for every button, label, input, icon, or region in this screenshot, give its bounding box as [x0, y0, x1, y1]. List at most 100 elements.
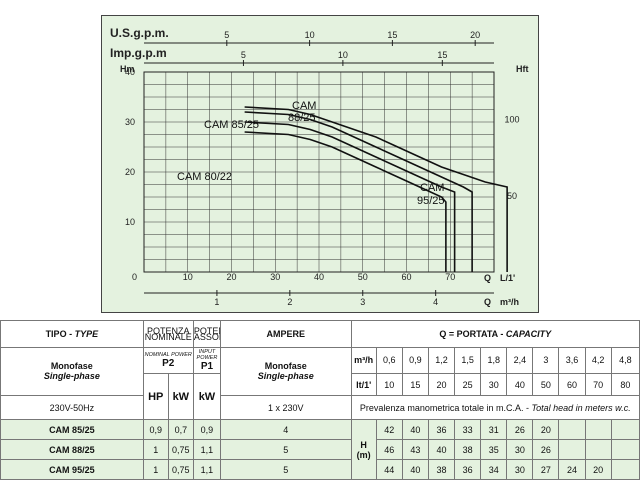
impgpm-tick-label: 5 [241, 50, 246, 60]
table-row: CAM 88/25 1 0,75 1,1 5 46 43 40 38 35 30 26 [0, 439, 640, 461]
kw2-header: kW [192, 372, 222, 421]
impgpm-ticks: 5 10 15 [241, 50, 447, 66]
x-bottom-ticks: 10 20 30 40 50 60 70 [183, 272, 456, 282]
usgpm-ticks: 5 10 15 20 [224, 30, 480, 46]
m3h-tick-label: 4 [433, 297, 438, 307]
label-cam-95-25-line1: CAM [420, 182, 444, 194]
h-cell: 40 [401, 419, 429, 441]
prevalenza-cell: Prevalenza manometrica totale in m.C.A. … [350, 395, 640, 421]
y-right-tick-label: 100 [504, 115, 519, 125]
y-left-tick-label: 20 [125, 167, 135, 177]
amp-cell: 5 [220, 439, 352, 461]
x-bottom-tick-label: 60 [401, 272, 411, 282]
h-cell: 31 [480, 419, 508, 441]
x-bottom2-q: Q [484, 297, 491, 307]
h-cell: 43 [401, 439, 429, 461]
x-bottom-tick-label: 50 [358, 272, 368, 282]
h-cell: 26 [532, 439, 560, 461]
m3h-9: 4,8 [610, 346, 640, 374]
model-cell: CAM 95/25 [0, 459, 144, 480]
h-cell: 33 [454, 419, 482, 441]
nominal-power-cell: NOMINAL POWER P2 [142, 346, 194, 374]
chart-svg: U.S.g.p.m. 5 10 15 20 Imp.g.p.m 5 10 15 Hm Hf… [110, 26, 529, 307]
label-cam-85-25: CAM 85/25 [204, 119, 259, 131]
h-cell [584, 439, 612, 461]
h-cell: 27 [532, 459, 560, 480]
m3h-3: 1,5 [454, 346, 482, 374]
x-bottom-tick-label: 10 [183, 272, 193, 282]
m3h-0: 0,6 [375, 346, 403, 374]
h-cell: 40 [401, 459, 429, 480]
type-monofase-cell: Monofase Single-phase [0, 346, 144, 397]
model-cell: CAM 88/25 [0, 439, 144, 461]
lt-9: 80 [610, 372, 640, 397]
lt-6: 50 [532, 372, 560, 397]
m3h-6: 3 [532, 346, 560, 374]
amp-cell: 4 [220, 419, 352, 441]
m3h-tick-label: 1 [214, 297, 219, 307]
curve-cam-88-25 [244, 111, 473, 272]
m3h-5: 2,4 [506, 346, 534, 374]
p1-cell: 1,1 [192, 439, 222, 461]
h-cell: 30 [506, 439, 534, 461]
h-cell: 46 [375, 439, 403, 461]
h-cell [558, 419, 586, 441]
lt-2: 20 [427, 372, 456, 397]
y-left-tick-label: 40 [125, 67, 135, 77]
curve-cam-80-22 [244, 131, 447, 272]
h-cell: 42 [375, 419, 403, 441]
p2-cell: 0,75 [167, 439, 194, 461]
lt-label: lt/1' [350, 372, 377, 397]
m3h-label: m³/h [350, 346, 377, 374]
h-cell [610, 439, 640, 461]
y-left-tick-label: 30 [125, 117, 135, 127]
h-cell: 38 [427, 459, 456, 480]
lt-8: 70 [584, 372, 612, 397]
kw-header: kW [167, 372, 194, 421]
grid [144, 72, 494, 272]
impgpm-tick-label: 10 [338, 50, 348, 60]
ampere-monofase-cell: Monofase Single-phase [220, 346, 352, 397]
curve-cam-95-25 [244, 106, 508, 272]
usgpm-tick-label: 15 [387, 30, 397, 40]
pump-curve-chart: U.S.g.p.m. 5 10 15 20 Imp.g.p.m 5 10 15 Hm Hf… [101, 15, 539, 313]
portata-header: Q = PORTATA - CAPACITY [350, 320, 640, 348]
ampere-voltage-cell: 1 x 230V [220, 395, 352, 421]
spec-table: TIPO - TYPE POTENZA NOMINALE POTENZA ASS… [0, 320, 640, 480]
hz-cell: 230V-50Hz [0, 395, 144, 421]
ampere-header: AMPERE [220, 320, 352, 348]
x-bottom-tick-label: 40 [314, 272, 324, 282]
usgpm-tick-label: 10 [305, 30, 315, 40]
y-left-tick-label: 10 [125, 217, 135, 227]
x-zero-label: 0 [132, 272, 137, 282]
lt-3: 25 [454, 372, 482, 397]
potenza-nominale-header: POTENZA NOMINALE [142, 320, 194, 348]
label-cam-88-25-line2: 88/25 [288, 112, 316, 124]
p2-cell: 0,7 [167, 419, 194, 441]
y-right-tick-label: 50 [507, 191, 517, 201]
h-cell: 26 [506, 419, 534, 441]
m3h-4: 1,8 [480, 346, 508, 374]
p2-cell: 0,75 [167, 459, 194, 480]
x-bottom-tick-label: 20 [226, 272, 236, 282]
m3h-8: 4,2 [584, 346, 612, 374]
m3h-tick-label: 2 [287, 297, 292, 307]
hp-cell: 1 [142, 459, 169, 480]
h-cell: 30 [506, 459, 534, 480]
h-cell: 34 [480, 459, 508, 480]
hp-header: HP [142, 372, 169, 421]
h-cell: 20 [584, 459, 612, 480]
lt-4: 30 [480, 372, 508, 397]
y-left-label: Hm [120, 64, 135, 74]
table-row: CAM 85/25 0,9 0,7 0,9 4 H (m) 42 40 36 33 31 2… [0, 419, 640, 480]
m3h-2: 1,2 [427, 346, 456, 374]
impgpm-axis-label: Imp.g.p.m [110, 46, 167, 60]
curve-cam-85-25 [244, 121, 456, 272]
m3h-7: 3,6 [558, 346, 586, 374]
y-right-ticks: 50 100 [504, 115, 519, 201]
h-cell [584, 419, 612, 441]
h-label-cell: H (m) [350, 419, 377, 480]
h-cell: 36 [454, 459, 482, 480]
usgpm-tick-label: 20 [470, 30, 480, 40]
p1-cell: 1,1 [192, 459, 222, 480]
